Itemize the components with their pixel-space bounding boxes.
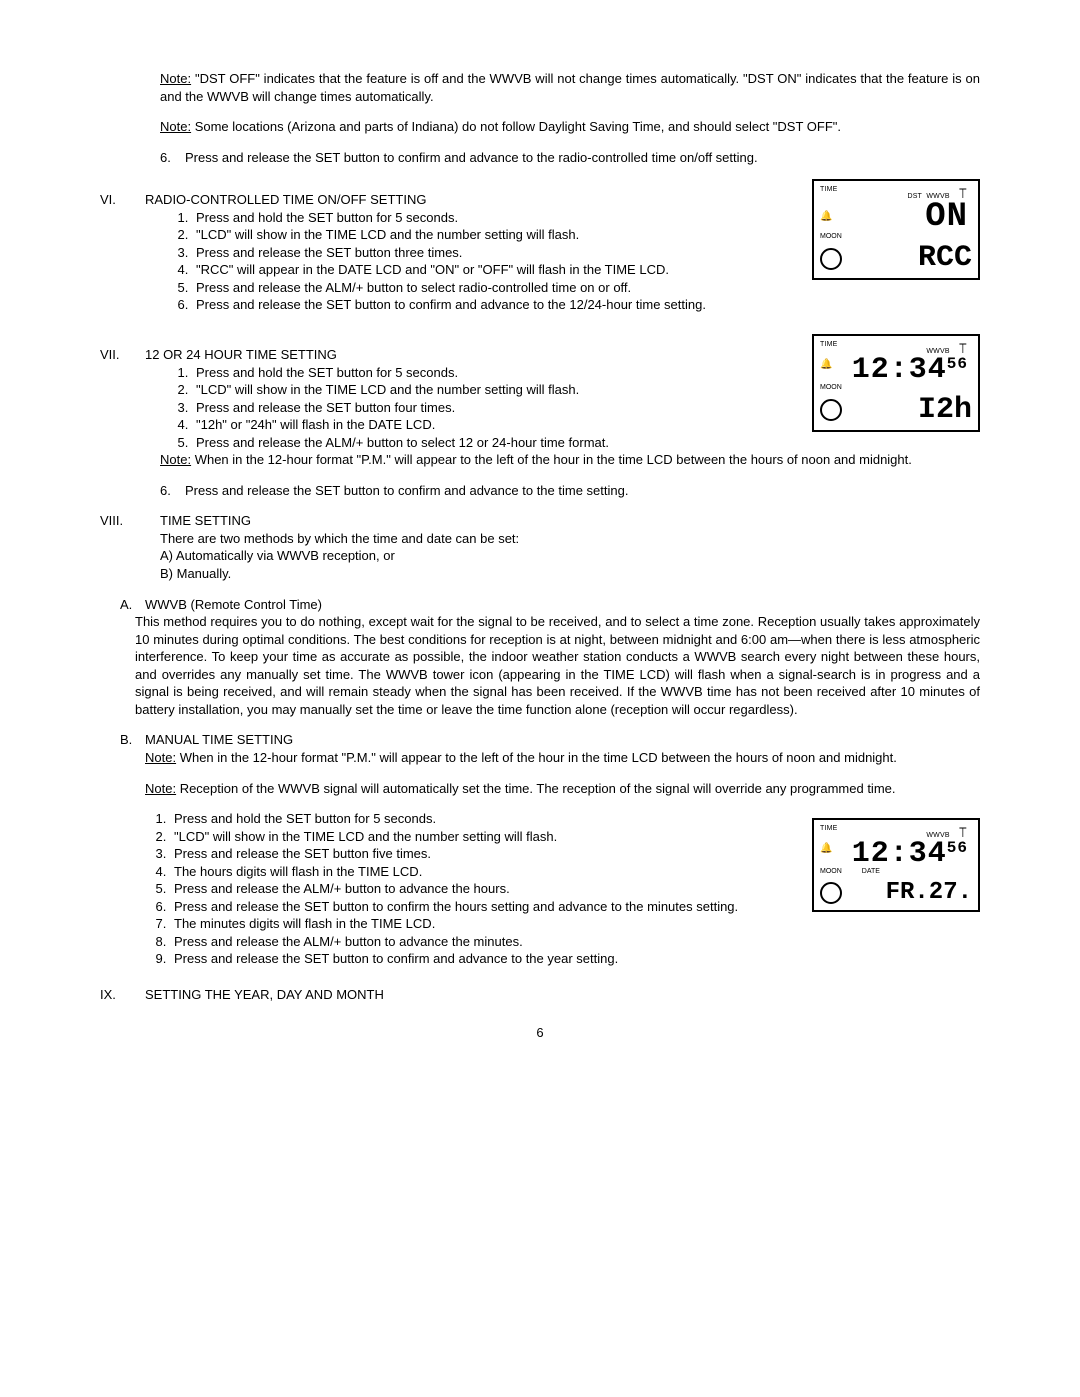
note-text: When in the 12-hour format "P.M." will a… xyxy=(191,452,912,467)
alarm-icon: 🔔 xyxy=(820,842,832,856)
lcd-label-date: DATE xyxy=(862,867,880,876)
lcd-time-seconds: 56 xyxy=(947,839,968,857)
lcd-display-12h: TIME WWVB ⟙ 🔔 12:3456 MOON I2h xyxy=(812,334,980,431)
alarm-icon: 🔔 xyxy=(820,358,832,372)
section-heading: VIII.TIME SETTING xyxy=(100,512,980,530)
step-vii-6: 6.Press and release the SET button to co… xyxy=(160,482,980,500)
note-label: Note: xyxy=(160,452,191,467)
subsection-a-heading: A.WWVB (Remote Control Time) xyxy=(120,596,980,614)
sub-letter: B. xyxy=(120,731,145,749)
option-a: A) Automatically via WWVB reception, or xyxy=(160,547,980,565)
list-item: The hours digits will flash in the TIME … xyxy=(170,863,800,881)
lcd-label-time: TIME xyxy=(820,824,838,842)
list-item: Press and hold the SET button for 5 seco… xyxy=(192,209,800,227)
manual-steps-row: Press and hold the SET button for 5 seco… xyxy=(100,810,980,980)
note-label: Note: xyxy=(145,781,176,796)
step-v-6: 6.Press and release the SET button to co… xyxy=(160,149,980,167)
section-vii: VII.12 OR 24 HOUR TIME SETTING Press and… xyxy=(100,334,980,451)
section-heading: VII.12 OR 24 HOUR TIME SETTING xyxy=(100,346,800,364)
list-item: Press and hold the SET button for 5 seco… xyxy=(192,364,800,382)
steps-list: Press and hold the SET button for 5 seco… xyxy=(100,810,800,968)
list-item: "LCD" will show in the TIME LCD and the … xyxy=(192,226,800,244)
list-item: Press and release the SET button five ti… xyxy=(170,845,800,863)
step-text: Press and release the SET button to conf… xyxy=(185,150,758,165)
section-vi: VI.RADIO-CONTROLLED TIME ON/OFF SETTING … xyxy=(100,179,980,326)
lcd-label-moon: MOON xyxy=(820,867,842,876)
list-item: Press and release the SET button to conf… xyxy=(170,950,800,968)
list-item: Press and hold the SET button for 5 seco… xyxy=(170,810,800,828)
section-vii-note: Note: When in the 12-hour format "P.M." … xyxy=(160,451,980,469)
roman-numeral: IX. xyxy=(100,986,145,1004)
lcd-display-date: TIME WWVB ⟙ 🔔 12:3456 MOON DATE FR.27. xyxy=(812,818,980,911)
steps-list: Press and hold the SET button for 5 seco… xyxy=(100,364,800,452)
section-heading: VI.RADIO-CONTROLLED TIME ON/OFF SETTING xyxy=(100,191,800,209)
page-content: Note: "DST OFF" indicates that the featu… xyxy=(100,70,980,1041)
roman-numeral: VII. xyxy=(100,346,145,364)
lcd-display-rcc: TIME DST WWVB ⟙ 🔔 ON MOON RCC xyxy=(812,179,980,280)
sub-title: WWVB (Remote Control Time) xyxy=(145,597,322,612)
lcd-line2: FR.27. xyxy=(842,882,972,904)
note-label: Note: xyxy=(145,750,176,765)
roman-numeral: VI. xyxy=(100,191,145,209)
list-item: Press and release the ALM/+ button to ad… xyxy=(170,880,800,898)
list-item: Press and release the ALM/+ button to ad… xyxy=(170,933,800,951)
moon-icon xyxy=(820,248,842,270)
lcd-line1: ON xyxy=(832,203,972,232)
list-item: Press and release the ALM/+ button to se… xyxy=(192,279,800,297)
intro-text: There are two methods by which the time … xyxy=(160,530,980,548)
subsection-b-heading: B.MANUAL TIME SETTING xyxy=(120,731,980,749)
manual-note2: Note: Reception of the WWVB signal will … xyxy=(145,780,980,798)
list-item: Press and release the SET button to conf… xyxy=(170,898,800,916)
note-label: Note: xyxy=(160,71,191,86)
note-text: Reception of the WWVB signal will automa… xyxy=(176,781,895,796)
note-label: Note: xyxy=(160,119,191,134)
sub-letter: A. xyxy=(120,596,145,614)
section-title: TIME SETTING xyxy=(160,513,251,528)
list-item: Press and release the ALM/+ button to se… xyxy=(192,434,800,452)
lcd-line2: RCC xyxy=(842,245,972,272)
lcd-line1: 12:3456 xyxy=(832,358,972,384)
section-ix: IX.SETTING THE YEAR, DAY AND MONTH xyxy=(100,986,980,1004)
roman-numeral: VIII. xyxy=(100,512,160,530)
note-dst: Note: "DST OFF" indicates that the featu… xyxy=(160,70,980,105)
manual-note1: Note: When in the 12-hour format "P.M." … xyxy=(145,749,980,767)
lcd-time-main: 12:34 xyxy=(852,353,947,387)
lcd-label-time: TIME xyxy=(820,185,838,203)
section-title: SETTING THE YEAR, DAY AND MONTH xyxy=(145,987,384,1002)
alarm-icon: 🔔 xyxy=(820,210,832,224)
list-item: Press and release the SET button to conf… xyxy=(192,296,800,314)
section-title: 12 OR 24 HOUR TIME SETTING xyxy=(145,347,337,362)
list-number: 6. xyxy=(160,482,185,500)
lcd-line2: I2h xyxy=(842,397,972,424)
lcd-label-dst: DST xyxy=(907,193,922,200)
list-item: Press and release the SET button four ti… xyxy=(192,399,800,417)
lcd-line1: 12:3456 xyxy=(832,842,972,868)
note-locations: Note: Some locations (Arizona and parts … xyxy=(160,118,980,136)
moon-icon xyxy=(820,399,842,421)
list-item: The minutes digits will flash in the TIM… xyxy=(170,915,800,933)
section-viii: VIII.TIME SETTING There are two methods … xyxy=(100,512,980,980)
list-item: "12h" or "24h" will flash in the DATE LC… xyxy=(192,416,800,434)
list-item: "RCC" will appear in the DATE LCD and "O… xyxy=(192,261,800,279)
note-text: Some locations (Arizona and parts of Ind… xyxy=(191,119,841,134)
page-number: 6 xyxy=(100,1024,980,1042)
wwvb-body: This method requires you to do nothing, … xyxy=(135,613,980,718)
lcd-label-time: TIME xyxy=(820,340,838,358)
list-item: Press and release the SET button three t… xyxy=(192,244,800,262)
list-number: 6. xyxy=(160,149,185,167)
note-text: When in the 12-hour format "P.M." will a… xyxy=(176,750,897,765)
moon-icon xyxy=(820,882,842,904)
sub-title: MANUAL TIME SETTING xyxy=(145,732,293,747)
step-text: Press and release the SET button to conf… xyxy=(185,483,628,498)
lcd-time-seconds: 56 xyxy=(947,355,968,373)
option-b: B) Manually. xyxy=(160,565,980,583)
note-text: "DST OFF" indicates that the feature is … xyxy=(160,71,980,104)
list-item: "LCD" will show in the TIME LCD and the … xyxy=(192,381,800,399)
steps-list: Press and hold the SET button for 5 seco… xyxy=(100,209,800,314)
list-item: "LCD" will show in the TIME LCD and the … xyxy=(170,828,800,846)
section-title: RADIO-CONTROLLED TIME ON/OFF SETTING xyxy=(145,192,426,207)
lcd-time-main: 12:34 xyxy=(852,837,947,871)
